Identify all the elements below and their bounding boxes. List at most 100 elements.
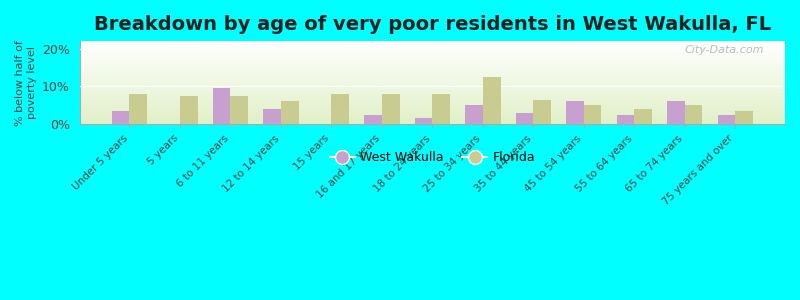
Bar <box>80 42 785 43</box>
Bar <box>80 66 785 67</box>
Bar <box>718 115 735 124</box>
Bar <box>80 115 785 116</box>
Bar <box>80 98 785 99</box>
Title: Breakdown by age of very poor residents in West Wakulla, FL: Breakdown by age of very poor residents … <box>94 15 771 34</box>
Bar <box>80 100 785 101</box>
Bar <box>584 105 602 124</box>
Bar <box>80 95 785 96</box>
Bar <box>80 113 785 114</box>
Bar <box>617 115 634 124</box>
Bar <box>80 78 785 79</box>
Bar <box>80 76 785 77</box>
Bar <box>483 77 501 124</box>
Bar <box>130 94 147 124</box>
Bar <box>80 108 785 109</box>
Bar <box>80 60 785 61</box>
Bar <box>80 55 785 56</box>
Bar <box>80 65 785 66</box>
Bar <box>80 112 785 113</box>
Bar <box>80 106 785 107</box>
Bar <box>80 96 785 97</box>
Bar <box>465 105 483 124</box>
Bar <box>80 120 785 121</box>
Bar <box>80 59 785 60</box>
Text: City-Data.com: City-Data.com <box>684 45 764 55</box>
Bar <box>80 105 785 106</box>
Bar <box>80 103 785 104</box>
Bar <box>80 71 785 72</box>
Bar <box>80 81 785 82</box>
Bar <box>80 92 785 93</box>
Bar <box>80 84 785 85</box>
Bar <box>80 88 785 89</box>
Bar <box>80 43 785 44</box>
Bar <box>80 48 785 49</box>
Bar <box>80 94 785 95</box>
Bar <box>331 94 349 124</box>
Bar <box>80 117 785 118</box>
Bar <box>80 72 785 73</box>
Bar <box>80 90 785 91</box>
Bar <box>80 73 785 74</box>
Legend: West Wakulla, Florida: West Wakulla, Florida <box>325 146 540 169</box>
Bar <box>80 80 785 81</box>
Bar <box>80 54 785 55</box>
Bar <box>80 62 785 63</box>
Bar <box>80 116 785 117</box>
Bar <box>80 45 785 46</box>
Bar <box>281 101 298 124</box>
Bar <box>80 107 785 108</box>
Y-axis label: % below half of
poverty level: % below half of poverty level <box>15 40 37 125</box>
Bar <box>566 101 584 124</box>
Bar <box>80 74 785 75</box>
Bar <box>263 109 281 124</box>
Bar <box>80 63 785 64</box>
Bar <box>534 100 551 124</box>
Bar <box>80 46 785 47</box>
Bar <box>80 89 785 90</box>
Bar <box>80 101 785 102</box>
Bar <box>80 70 785 71</box>
Bar <box>80 49 785 50</box>
Bar <box>80 122 785 123</box>
Bar <box>685 105 702 124</box>
Bar <box>382 94 399 124</box>
Bar <box>80 91 785 92</box>
Bar <box>80 47 785 48</box>
Bar <box>80 75 785 76</box>
Bar <box>80 99 785 100</box>
Bar <box>80 111 785 112</box>
Bar <box>80 85 785 86</box>
Bar <box>80 87 785 88</box>
Bar <box>230 96 248 124</box>
Bar <box>80 104 785 105</box>
Bar <box>80 41 785 42</box>
Bar <box>80 61 785 62</box>
Bar <box>80 114 785 115</box>
Bar <box>414 118 432 124</box>
Bar <box>80 51 785 52</box>
Bar <box>80 109 785 110</box>
Bar <box>80 82 785 83</box>
Bar <box>80 83 785 84</box>
Bar <box>80 102 785 103</box>
Bar <box>432 94 450 124</box>
Bar <box>80 57 785 58</box>
Bar <box>80 118 785 119</box>
Bar <box>80 68 785 69</box>
Bar <box>80 50 785 51</box>
Bar <box>80 53 785 54</box>
Bar <box>80 69 785 70</box>
Bar <box>180 96 198 124</box>
Bar <box>80 121 785 122</box>
Bar <box>80 79 785 80</box>
Bar <box>213 88 230 124</box>
Bar <box>80 82 785 83</box>
Bar <box>80 77 785 78</box>
Bar <box>735 111 753 124</box>
Bar <box>516 113 534 124</box>
Bar <box>364 115 382 124</box>
Bar <box>112 111 130 124</box>
Bar <box>80 123 785 124</box>
Bar <box>80 44 785 45</box>
